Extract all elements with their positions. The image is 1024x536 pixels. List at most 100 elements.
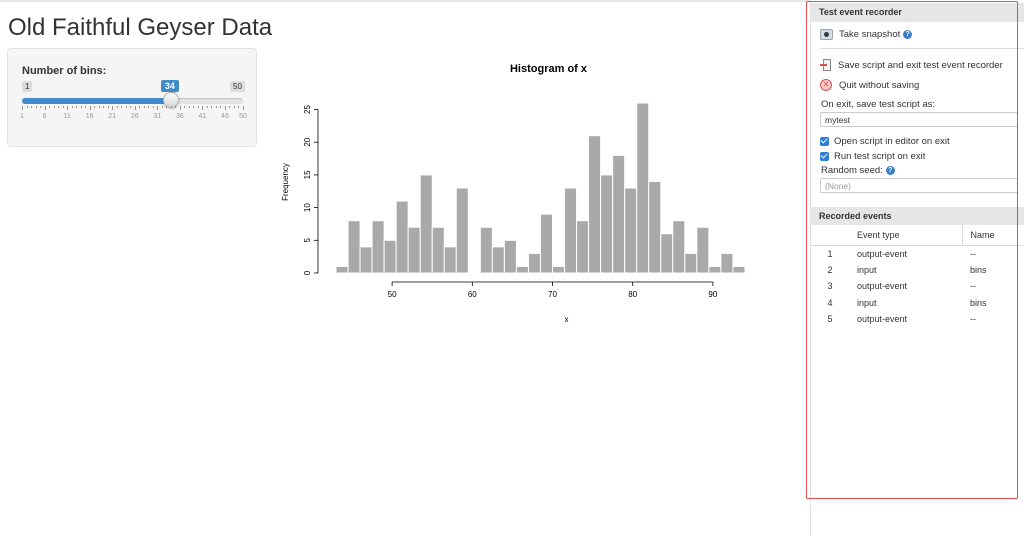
slider-tick xyxy=(157,106,159,110)
slider-tick xyxy=(125,106,127,108)
y-tick-label: 20 xyxy=(303,137,312,146)
slider-tick xyxy=(202,106,204,110)
event-num: 4 xyxy=(827,297,833,308)
histogram-bar xyxy=(564,187,578,274)
slider-value-label: 34 xyxy=(160,80,179,96)
slider-tick xyxy=(71,106,73,108)
take-snapshot-button[interactable]: Take snapshot ? xyxy=(820,29,913,40)
histogram-bar xyxy=(576,220,590,274)
y-axis-label: Frequency xyxy=(281,163,290,201)
chart-title: Histogram of x xyxy=(510,63,588,75)
histogram-bar xyxy=(612,154,626,274)
slider-label: Number of bins: xyxy=(22,65,107,77)
slider-tick xyxy=(80,106,82,108)
slider-tick xyxy=(184,106,186,108)
event-name: -- xyxy=(970,281,976,292)
slider-tick xyxy=(85,106,87,108)
slider-tick xyxy=(67,106,69,110)
slider-min-label: 1 xyxy=(22,81,33,92)
event-type: output-event xyxy=(857,248,908,259)
histogram-bar xyxy=(479,226,493,274)
slider-tick xyxy=(243,106,244,110)
seed-label-row: Random seed: ? xyxy=(821,165,895,176)
top-border xyxy=(0,0,1024,2)
slider-tick xyxy=(179,106,181,110)
slider-tick xyxy=(98,106,100,108)
slider-tick xyxy=(139,106,141,108)
table-row: 2 input bins xyxy=(811,262,1024,279)
slider-ticks: 1 6 11 16 21 26 31 36 41 46 50 xyxy=(20,106,247,126)
histogram-bar xyxy=(503,239,517,274)
y-tick-label: 25 xyxy=(303,105,312,114)
recorded-events-header: Recorded events xyxy=(811,207,1024,225)
slider-tick xyxy=(103,106,105,108)
slider-tick xyxy=(193,106,195,108)
x-tick-label: 70 xyxy=(548,290,557,299)
help-icon[interactable]: ? xyxy=(885,166,895,175)
run-script-label: Run test script on exit xyxy=(834,151,926,162)
quit-button[interactable]: ✕ Quit without saving xyxy=(820,79,919,91)
histogram-bar xyxy=(359,246,373,274)
slider-tick xyxy=(130,106,132,108)
event-type: output-event xyxy=(857,281,908,292)
event-name: -- xyxy=(970,248,976,259)
slider-tick xyxy=(121,106,123,108)
event-name: bins xyxy=(970,297,987,308)
histogram-bar xyxy=(672,220,686,274)
histogram-bar xyxy=(515,265,529,274)
slider-tick xyxy=(44,106,46,110)
histogram-bar xyxy=(588,135,602,274)
histogram-bar xyxy=(455,187,469,274)
exit-icon xyxy=(820,59,832,71)
histogram-bar xyxy=(539,213,554,274)
random-seed-input[interactable] xyxy=(820,178,1018,193)
divider xyxy=(820,48,1024,49)
bins-slider-track[interactable] xyxy=(22,98,243,104)
histogram-bar xyxy=(419,174,433,274)
event-num: 1 xyxy=(827,248,833,259)
slider-tick xyxy=(197,106,199,108)
script-name-label: On exit, save test script as: xyxy=(821,99,936,110)
script-name-input[interactable] xyxy=(820,112,1018,127)
slider-tick-label: 26 xyxy=(130,113,139,120)
histogram-bar xyxy=(660,233,674,274)
bins-slider-fill xyxy=(22,98,171,104)
x-tick-label: 50 xyxy=(388,290,397,299)
histogram-svg: Histogram of x 50 60 70 80 90 0 5 10 15 20 25 x Frequ… xyxy=(281,63,746,324)
y-tick-label: 15 xyxy=(303,170,312,179)
histogram-bar xyxy=(648,180,662,274)
slider-tick xyxy=(40,106,42,108)
slider-tick xyxy=(107,106,109,108)
slider-tick-label: 31 xyxy=(153,113,162,120)
help-icon[interactable]: ? xyxy=(903,30,913,39)
event-num: 3 xyxy=(827,281,833,292)
histogram-bar xyxy=(407,226,421,274)
event-num: 2 xyxy=(827,264,833,275)
recorded-events-table: Event type Name 1 output-event -- 2 inpu… xyxy=(811,225,1024,328)
slider-tick xyxy=(31,106,33,108)
x-tick-label: 80 xyxy=(628,290,637,299)
slider-tick xyxy=(112,106,114,110)
run-script-checkbox[interactable]: Run test script on exit xyxy=(820,151,925,162)
histogram-bar xyxy=(636,102,650,274)
histogram-plot: Histogram of x 50 60 70 80 90 0 5 10 15 20 25 x Frequ… xyxy=(276,54,776,334)
sidebar-panel: Number of bins: 1 50 34 1 6 11 16 21 26 31 36 41… xyxy=(7,48,257,147)
slider-tick-label: 11 xyxy=(63,113,71,120)
table-row: 1 output-event -- xyxy=(811,245,1024,262)
x-tick-label: 90 xyxy=(708,290,717,299)
save-exit-button[interactable]: Save script and exit test event recorder xyxy=(820,59,1003,71)
event-type: input xyxy=(857,264,877,275)
slider-tick xyxy=(35,106,37,108)
slider-tick xyxy=(22,106,23,110)
event-type: output-event xyxy=(857,314,908,325)
slider-tick xyxy=(143,106,145,108)
open-editor-checkbox[interactable]: Open script in editor on exit xyxy=(820,136,950,147)
slider-tick xyxy=(26,106,28,108)
column-header-num xyxy=(811,225,849,246)
seed-label: Random seed: xyxy=(821,165,883,176)
slider-tick-label: 16 xyxy=(85,113,94,120)
slider-tick xyxy=(238,106,240,108)
open-editor-label: Open script in editor on exit xyxy=(834,136,950,147)
column-header-name: Name xyxy=(962,225,1024,246)
histogram-bar xyxy=(383,239,397,274)
